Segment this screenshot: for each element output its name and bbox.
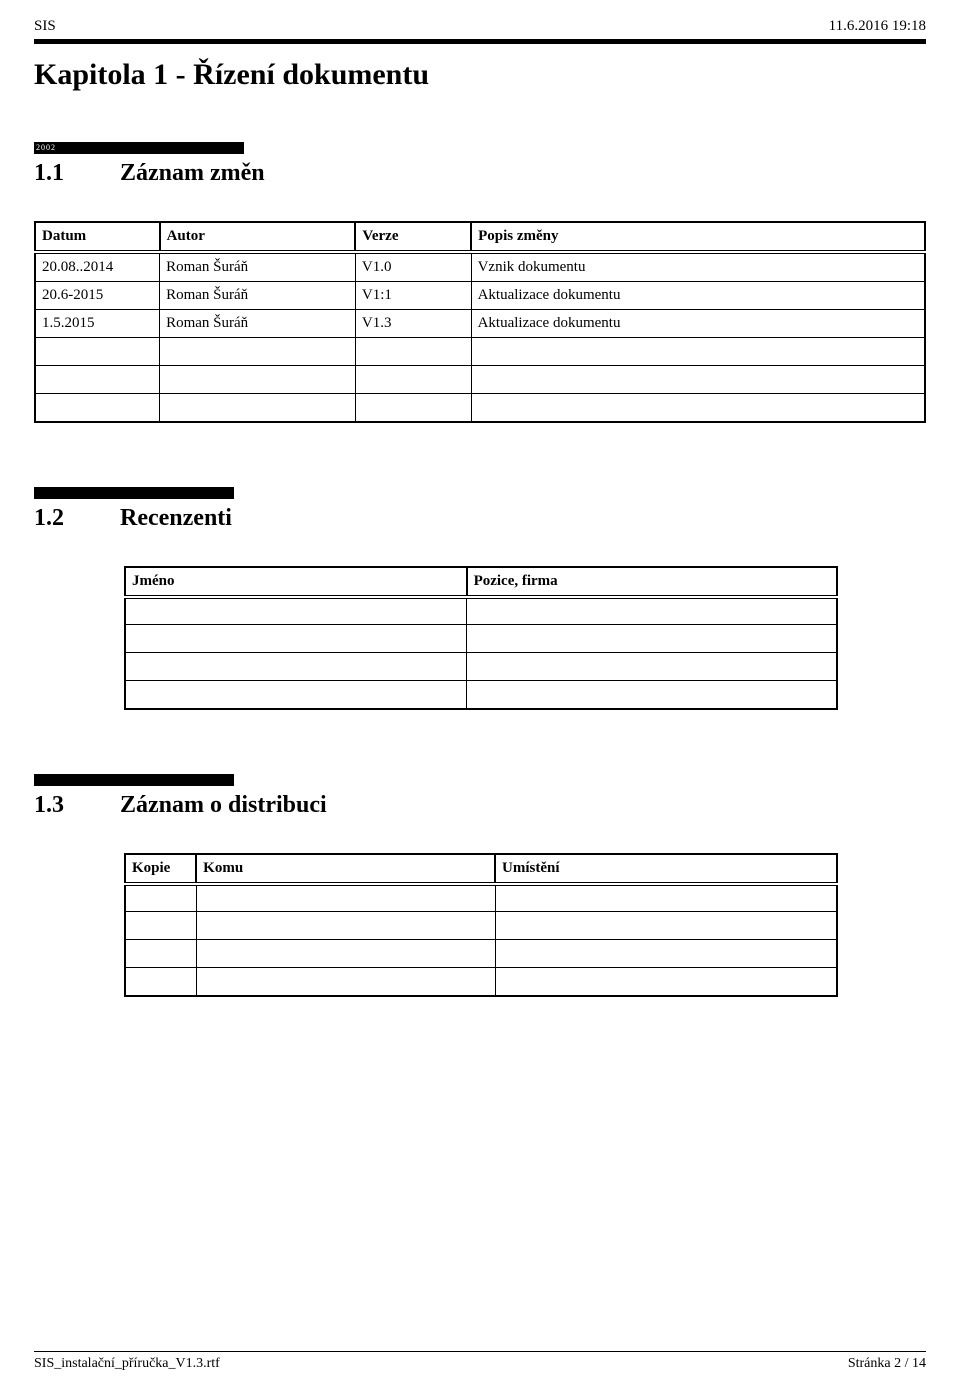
chapter-title: Kapitola 1 - Řízení dokumentu — [34, 58, 926, 92]
table-row — [125, 940, 837, 968]
table-row — [125, 653, 837, 681]
cell — [125, 884, 196, 912]
table-row — [125, 884, 837, 912]
section-1-1-num: 1.1 — [34, 160, 74, 187]
cell — [495, 940, 837, 968]
cell — [471, 338, 925, 366]
cell — [35, 366, 160, 394]
cell: Roman Šuráň — [160, 282, 356, 310]
cell: Aktualizace dokumentu — [471, 282, 925, 310]
cell — [196, 912, 495, 940]
section-1-2-num: 1.2 — [34, 505, 74, 532]
col-jmeno: Jméno — [125, 567, 467, 597]
cell — [125, 681, 467, 709]
cell — [160, 366, 356, 394]
table-row: 20.08..2014Roman ŠuráňV1.0Vznik dokument… — [35, 252, 925, 282]
col-verze: Verze — [355, 222, 471, 252]
section-1-3-num: 1.3 — [34, 792, 74, 819]
cell — [355, 366, 471, 394]
col-kopie: Kopie — [125, 854, 196, 884]
small-bar-1-2 — [34, 487, 234, 499]
section-1-1-title: Záznam změn — [120, 160, 265, 187]
small-bar-1-3 — [34, 774, 234, 786]
cell — [125, 653, 467, 681]
cell — [35, 394, 160, 422]
table-row — [125, 912, 837, 940]
cell — [196, 884, 495, 912]
footer-left: SIS_instalační_příručka_V1.3.rtf — [34, 1356, 220, 1372]
section-1-2-heading: 1.2 Recenzenti — [34, 505, 926, 532]
cell — [471, 366, 925, 394]
cell — [467, 681, 837, 709]
table-row: 20.6-2015Roman ŠuráňV1:1Aktualizace doku… — [35, 282, 925, 310]
cell — [125, 912, 196, 940]
cell: 20.6-2015 — [35, 282, 160, 310]
header-rule — [34, 39, 926, 44]
section-1-3-heading: 1.3 Záznam o distribuci — [34, 792, 926, 819]
changes-table: Datum Autor Verze Popis změny 20.08..201… — [34, 221, 926, 423]
cell — [125, 597, 467, 625]
cell: V1.0 — [355, 252, 471, 282]
distribution-table: Kopie Komu Umístění — [124, 853, 838, 997]
col-komu: Komu — [196, 854, 495, 884]
header-right: 11.6.2016 19:18 — [829, 18, 926, 35]
cell: Vznik dokumentu — [471, 252, 925, 282]
cell: Aktualizace dokumentu — [471, 310, 925, 338]
table-row — [125, 597, 837, 625]
cell — [471, 394, 925, 422]
table-row — [125, 968, 837, 996]
page-header: SIS 11.6.2016 19:18 — [34, 18, 926, 35]
table-header-row: Datum Autor Verze Popis změny — [35, 222, 925, 252]
cell — [125, 625, 467, 653]
table-row — [35, 366, 925, 394]
cell: V1.3 — [355, 310, 471, 338]
cell: V1:1 — [355, 282, 471, 310]
cell — [467, 597, 837, 625]
cell — [35, 338, 160, 366]
section-1-1-heading: 1.1 Záznam změn — [34, 160, 926, 187]
col-autor: Autor — [160, 222, 356, 252]
cell — [467, 625, 837, 653]
cell: 1.5.2015 — [35, 310, 160, 338]
col-pozice: Pozice, firma — [467, 567, 837, 597]
footer-right: Stránka 2 / 14 — [848, 1356, 926, 1372]
cell — [160, 338, 356, 366]
table-row: 1.5.2015Roman ŠuráňV1.3Aktualizace dokum… — [35, 310, 925, 338]
col-datum: Datum — [35, 222, 160, 252]
cell — [125, 968, 196, 996]
cell — [355, 394, 471, 422]
cell — [495, 884, 837, 912]
table-row — [125, 625, 837, 653]
page-footer: SIS_instalační_příručka_V1.3.rtf Stránka… — [34, 1351, 926, 1372]
table-header-row: Jméno Pozice, firma — [125, 567, 837, 597]
table-row — [125, 681, 837, 709]
header-left: SIS — [34, 18, 56, 35]
section-1-2-title: Recenzenti — [120, 505, 232, 532]
cell: Roman Šuráň — [160, 252, 356, 282]
table-row — [35, 338, 925, 366]
small-bar-2002: 2002 — [34, 142, 244, 154]
cell — [160, 394, 356, 422]
cell — [467, 653, 837, 681]
cell — [125, 940, 196, 968]
table-header-row: Kopie Komu Umístění — [125, 854, 837, 884]
table-row — [35, 394, 925, 422]
cell — [495, 912, 837, 940]
reviewers-table: Jméno Pozice, firma — [124, 566, 838, 710]
col-umisteni: Umístění — [495, 854, 837, 884]
cell — [196, 940, 495, 968]
cell: Roman Šuráň — [160, 310, 356, 338]
cell — [495, 968, 837, 996]
col-popis: Popis změny — [471, 222, 925, 252]
cell: 20.08..2014 — [35, 252, 160, 282]
section-1-3-title: Záznam o distribuci — [120, 792, 327, 819]
cell — [196, 968, 495, 996]
cell — [355, 338, 471, 366]
